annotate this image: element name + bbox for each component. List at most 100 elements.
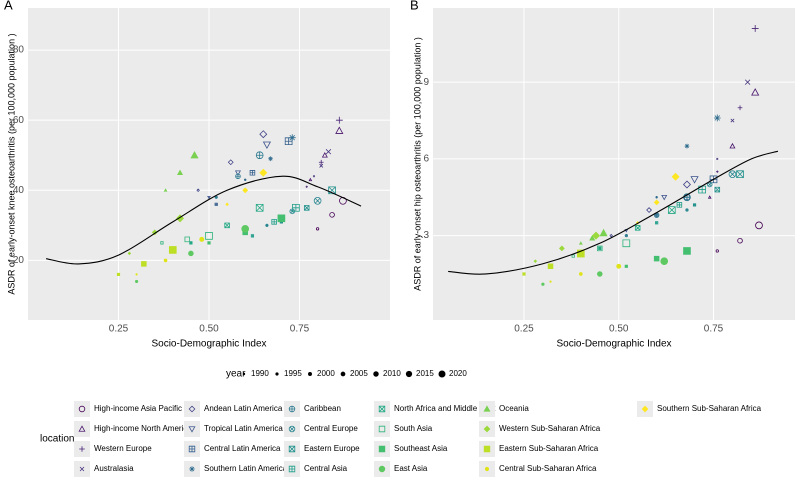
data-point: [241, 224, 250, 233]
data-point: [271, 219, 277, 225]
data-point: [305, 185, 308, 188]
legend-symbol: [288, 425, 296, 433]
data-point: [597, 271, 603, 277]
data-point: [634, 225, 641, 231]
y-tick-label: 3: [423, 230, 429, 241]
legend-symbol: [78, 425, 86, 432]
data-point: [335, 116, 343, 124]
data-point: [329, 212, 335, 218]
legend-symbol: [78, 405, 86, 413]
data-point: [277, 214, 286, 223]
data-point: [683, 247, 691, 255]
data-point: [259, 168, 268, 177]
legend-title: location: [40, 434, 74, 445]
legend-label: Australasia: [94, 464, 134, 473]
legend-size-key: [405, 370, 413, 378]
data-point: [737, 237, 743, 244]
data-point: [312, 175, 316, 178]
data-point: [268, 156, 273, 162]
data-point: [684, 143, 690, 149]
legend-label: South Asia: [394, 424, 433, 433]
data-point: [189, 241, 193, 245]
x-tick-label: 0.75: [290, 324, 310, 335]
data-point: [205, 232, 213, 240]
legend-symbol: [288, 445, 296, 453]
legend-label: Central Latin America: [204, 444, 281, 453]
data-point: [744, 79, 751, 85]
data-point: [589, 234, 596, 241]
legend-key: [184, 421, 200, 437]
legend-key: [74, 401, 90, 417]
legend-label: Southern Latin America: [204, 464, 288, 473]
data-point: [541, 282, 545, 286]
legend-symbol: [378, 425, 386, 433]
data-point: [690, 176, 699, 184]
legend-label: Eastern Sub-Saharan Africa: [499, 444, 599, 453]
data-point: [235, 173, 241, 180]
data-point: [288, 134, 296, 142]
data-point: [225, 202, 229, 207]
legend-symbol: [188, 445, 196, 453]
legend-symbol: [188, 405, 196, 413]
y-tick-label: 9: [423, 77, 429, 88]
data-point: [707, 195, 712, 199]
data-point: [728, 170, 737, 178]
data-point: [207, 195, 211, 200]
data-point: [751, 88, 760, 96]
data-point: [622, 239, 631, 248]
data-point: [227, 159, 234, 166]
data-point: [661, 194, 668, 201]
data-point: [578, 241, 583, 245]
data-point: [655, 221, 659, 225]
y-tick-label: 40: [13, 185, 25, 196]
legend-label: Tropical Latin America: [204, 424, 283, 433]
legend-label: Southeast Asia: [394, 444, 448, 453]
legend-size-key: [438, 370, 446, 378]
legend-label: 2010: [383, 369, 401, 378]
data-point: [262, 141, 272, 149]
data-point: [549, 280, 552, 283]
legend-symbol: [188, 426, 196, 433]
y-axis-label: ASDR of early-onset hip osteoarthritis (…: [412, 37, 422, 291]
legend-symbol: [483, 445, 491, 453]
y-tick-label: 80: [13, 45, 25, 56]
data-point: [751, 25, 759, 32]
data-point: [214, 202, 218, 206]
data-point: [682, 180, 691, 189]
data-point: [116, 272, 121, 277]
data-point: [184, 236, 191, 243]
data-point: [188, 250, 194, 257]
legend-symbol: [378, 465, 386, 473]
y-axis-label: ASDR of early-onset knee osteoarthritis …: [6, 33, 16, 294]
data-point: [160, 241, 164, 245]
data-point: [163, 258, 168, 263]
data-point: [597, 245, 603, 252]
data-point: [624, 264, 628, 268]
legend-size-key: [340, 371, 346, 377]
data-point: [265, 223, 269, 227]
data-point: [134, 279, 139, 283]
data-point: [655, 196, 658, 199]
x-axis-label: Socio-Demographic Index: [556, 339, 671, 350]
legend-symbol: [378, 405, 386, 413]
legend-label: Oceania: [499, 404, 529, 413]
legend-symbol: [189, 466, 195, 472]
data-point: [224, 222, 230, 229]
data-point: [308, 177, 313, 182]
data-point: [321, 152, 328, 158]
data-point: [653, 199, 660, 206]
data-point: [730, 118, 735, 123]
legend-label: 2005: [350, 369, 368, 378]
legend-size-key: [275, 372, 279, 376]
data-point: [616, 263, 622, 269]
x-tick-label: 0.25: [109, 324, 129, 335]
data-point: [199, 236, 205, 242]
data-point: [163, 188, 168, 192]
panel-tag: A: [4, 0, 13, 12]
legend-label: 1990: [251, 369, 269, 378]
legend-label: 2020: [449, 369, 467, 378]
data-point: [599, 228, 608, 237]
data-point: [729, 142, 736, 149]
legend-symbol: [483, 425, 491, 433]
data-point: [141, 261, 147, 267]
